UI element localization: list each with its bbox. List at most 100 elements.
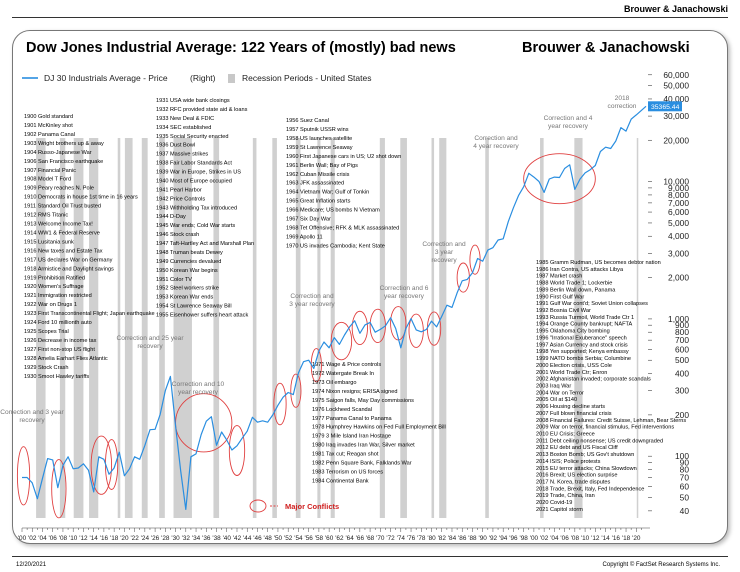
x-tick-label: '08 (571, 535, 580, 542)
event-item: 1987 Market crash (536, 274, 582, 280)
y-tick-label: 3,000 (668, 248, 689, 258)
legend-recession-label: Recession Periods - United States (242, 73, 371, 83)
x-tick-label: '60 (325, 535, 334, 542)
annotation-line: Correction and 10 (172, 381, 225, 388)
x-tick-label: '78 (417, 535, 426, 542)
event-item: 2013 Boston Bomb; US Gov't shutdown (536, 452, 634, 458)
annotation-line: year recovery (548, 123, 589, 130)
event-item: 1911 Standard Oil Trust busted (24, 204, 101, 210)
event-item: 2004 War on Terror (536, 390, 584, 396)
event-item: 1954 St Lawrence Seaway Bill (156, 304, 232, 310)
top-rule (12, 17, 728, 18)
correction-annotations: Correction and 3 year recoveryCorrection … (0, 95, 637, 424)
x-tick-label: '18 (110, 535, 119, 542)
x-tick-label: '52 (284, 535, 293, 542)
event-item: 1995 Oklahoma City bombing (536, 329, 610, 335)
recession-band (159, 138, 165, 518)
x-tick-label: '54 (294, 535, 303, 542)
x-tick-label: '06 (560, 535, 569, 542)
event-item: 1999 NATO bombs Serbia; Columbine (536, 356, 631, 362)
event-lists: 1900 Gold standard 1901 McKinley shot 1902… (24, 98, 686, 513)
annotation-line: Correction and (422, 241, 466, 248)
y-tick-label: 100 (675, 451, 689, 461)
event-item: 1978 Humphrey Hawkins on Fed Full Employ… (312, 425, 446, 431)
y-tick-label: 20,000 (663, 135, 689, 145)
event-item: 1960 First Japanese cars in US; U2 shot … (286, 154, 401, 160)
event-item: 1963 JFK assassinated (286, 181, 344, 187)
correction-ellipse (51, 459, 67, 519)
recession-band (59, 138, 66, 518)
event-item: 2000 Election crisis, USS Cole (536, 363, 612, 369)
event-item: 1928 Amelia Earhart Flies Atlantic (24, 356, 108, 362)
event-item: 1966 Medicare; US bombs N Vietnam (286, 208, 380, 214)
x-tick-label: '28 (161, 535, 170, 542)
x-tick-label: '24 (141, 535, 150, 542)
x-tick-label: '84 (448, 535, 457, 542)
x-tick-label: '58 (315, 535, 324, 542)
event-item: 1992 Bosnia Civil War (536, 308, 591, 314)
event-item: 2011 Debt ceiling nonsense; US credit do… (536, 438, 663, 444)
recession-band (295, 138, 301, 518)
annotation-line: Correction and (474, 135, 518, 142)
event-item: 1967 Six Day War (286, 217, 331, 223)
x-tick-label: '92 (489, 535, 498, 542)
event-item: 2005 Oil at $140 (536, 397, 577, 403)
event-item: 1952 Steel workers strike (156, 286, 219, 292)
event-item: 1961 Berlin Wall; Bay of Pigs (286, 163, 358, 169)
x-tick-label: '10 (581, 535, 590, 542)
event-item: 2003 Iraq War (536, 383, 571, 389)
x-tick-label: '10 (69, 535, 78, 542)
annotation-text: Correction and 6 year recovery (380, 285, 429, 300)
x-tick-label: '08 (59, 535, 68, 542)
event-item: 1927 First non-stop US flight (24, 347, 95, 353)
recession-band (213, 138, 220, 518)
x-tick-label: '18 (622, 535, 631, 542)
annotation-line: Correction and 4 (544, 115, 593, 122)
recession-band (73, 138, 84, 518)
y-tick-label: 400 (675, 369, 689, 379)
event-item: 1962 Cuban Missile crisis (286, 172, 350, 178)
x-tick-label: '64 (345, 535, 354, 542)
y-tick-label: 80 (680, 465, 690, 475)
y-tick-label: 4,000 (668, 231, 689, 241)
event-item: 1977 Panama Canal to Panama (312, 416, 392, 422)
event-item: 1930 Smoot Hawley tariffs (24, 374, 89, 380)
recession-band (117, 138, 121, 518)
annotation-line: correction (608, 103, 637, 110)
annotation-text: Correction and 4 year recovery (473, 135, 519, 150)
x-tick-label: '14 (601, 535, 610, 542)
y-tick-label: 700 (675, 335, 689, 345)
x-tick-label: '00 (18, 535, 27, 542)
bottom-rule (12, 556, 728, 557)
correction-ellipse (228, 425, 246, 476)
event-item: 1923 First Transcontinental Flight; Japa… (24, 311, 155, 317)
x-tick-label: '12 (79, 535, 88, 542)
legend-axis-note: (Right) (190, 73, 216, 83)
event-item: 2009 War on terror, financial stimulus, … (536, 425, 674, 431)
y-tick-label: 5,000 (668, 218, 689, 228)
event-item: 2002 Afghanistan invaded; corporate scan… (536, 377, 651, 383)
x-tick-label: '44 (243, 535, 252, 542)
x-tick-label: '82 (438, 535, 447, 542)
legend-recession-swatch (228, 74, 235, 83)
event-item: 1984 Continental Bank (312, 478, 369, 484)
event-item: 1926 Decrease in income tax (24, 338, 97, 344)
event-item: 1969 Apollo 11 (286, 234, 323, 240)
event-item: 1919 Prohibition Ratified (24, 275, 85, 281)
event-item: 2017 N. Korea, trade disputes (536, 480, 611, 486)
x-tick-label: '34 (192, 535, 201, 542)
x-tick-label: '70 (376, 535, 385, 542)
x-tick-label: '12 (591, 535, 600, 542)
y-tick-label: 60,000 (663, 70, 689, 80)
event-item: 2016 Brexit; US election surprise (536, 473, 617, 479)
x-tick-label: '06 (49, 535, 58, 542)
event-item: 1975 Saigon falls, May Day commissions (312, 398, 414, 404)
event-item: 1959 St Lawrence Seaway (286, 145, 353, 151)
x-tick-label: '38 (212, 535, 221, 542)
y-tick-label: 7,000 (668, 198, 689, 208)
x-tick-label: '90 (479, 535, 488, 542)
event-item: 1989 Berlin Wall down, Panama (536, 287, 616, 293)
event-item: 2019 Trade, China, Iran (536, 493, 595, 499)
event-item: 1910 Democrats in house 1st time in 16 y… (24, 195, 138, 201)
event-item: 1936 Dust Bowl (156, 143, 195, 149)
